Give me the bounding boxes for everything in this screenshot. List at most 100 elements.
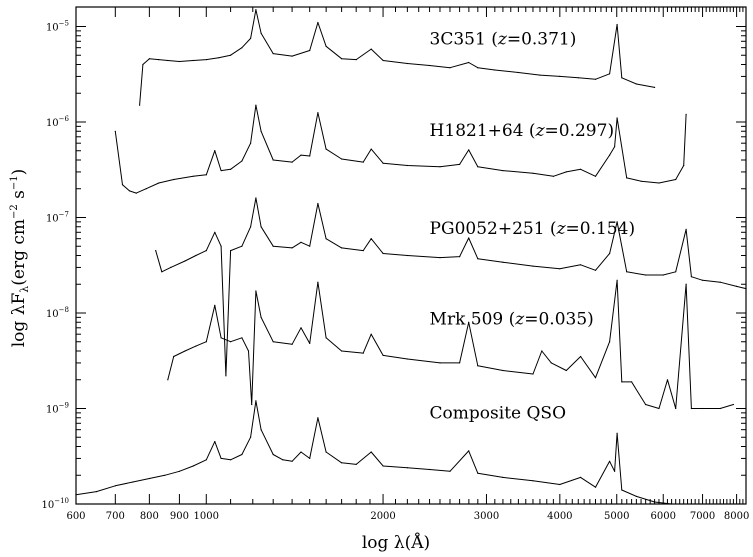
spectrum-point: [559, 483, 561, 486]
spectrum-point: [192, 175, 194, 177]
spectrum-point: [205, 341, 207, 343]
spectrum-point: [291, 460, 293, 462]
spectrum-point: [214, 304, 216, 306]
spectrum-point: [468, 321, 470, 323]
spectrum-point: [205, 250, 207, 252]
spectrum-point: [148, 477, 150, 480]
spectrum-point: [158, 59, 160, 61]
spectrum-point: [218, 57, 220, 59]
spectrum-point: [255, 197, 257, 199]
spectrum-point: [685, 228, 687, 230]
spectrum-point: [178, 60, 180, 63]
spectrum-point: [255, 104, 257, 106]
spectrum-point: [167, 59, 169, 62]
y-tick-label: 10−5: [46, 19, 69, 33]
spectrum-point: [594, 175, 597, 177]
spectrum-point: [260, 32, 262, 34]
spectrum-point: [621, 489, 623, 491]
spectrum-line-3: [167, 279, 734, 409]
x-tick-label: 800: [140, 511, 159, 522]
spectrum-point: [309, 457, 311, 459]
spectrum-point: [732, 403, 735, 406]
spectrum-point: [230, 54, 232, 56]
spectrum-point: [666, 379, 669, 381]
spectrum-point: [241, 453, 243, 456]
spectrum-point: [250, 436, 252, 438]
spectrum-point: [325, 45, 327, 47]
spectrum-point: [161, 271, 163, 273]
series-label: H1821+64 (z=0.297): [430, 121, 615, 141]
x-tick-label: 7000: [690, 511, 715, 522]
x-tick-label: 900: [170, 511, 189, 522]
spectrum-point: [214, 231, 216, 233]
spectrum-point: [439, 166, 441, 168]
spectrum-point: [580, 355, 582, 358]
spectrum-point: [635, 83, 638, 85]
spectrum-point: [178, 470, 180, 472]
spectrum-point: [439, 257, 441, 259]
spectrum-point: [449, 67, 451, 69]
spectrum-point: [291, 343, 293, 345]
spectrum-point: [552, 175, 555, 177]
spectrum-point: [539, 74, 541, 76]
spectrum-point: [477, 258, 479, 260]
series-label: PG0052+251 (z=0.154): [430, 219, 636, 239]
spectrum-point: [148, 58, 150, 60]
spectrum-point: [609, 341, 611, 343]
spectrum-point: [439, 362, 441, 364]
spectrum-point: [477, 67, 479, 69]
spectrum-point: [230, 168, 232, 170]
spectrum-point: [616, 117, 618, 119]
spectrum-point: [658, 407, 660, 410]
spectrum-point: [541, 350, 543, 352]
x-tick-label: 3000: [474, 511, 499, 522]
y-tick-label: 10−7: [46, 210, 69, 224]
spectrum-point: [565, 171, 567, 173]
spectrum-point: [195, 345, 197, 347]
spectrum-point: [635, 495, 638, 497]
spectrum-point: [225, 375, 227, 377]
spectrum-point: [325, 148, 327, 150]
spectrum-point: [517, 71, 520, 74]
spectrum-point: [609, 154, 611, 156]
y-tick-label: 10−10: [41, 497, 69, 511]
spectrum-point: [382, 59, 384, 62]
spectrum-point: [214, 150, 216, 152]
spectrum-point: [532, 480, 534, 482]
spectrum-point: [685, 113, 687, 115]
spectrum-point: [250, 37, 252, 40]
spectrum-point: [719, 407, 721, 410]
spectrum-point: [132, 481, 134, 483]
spectrum-point: [645, 403, 647, 406]
y-tick-label: 10−9: [46, 401, 69, 415]
spectrum-point: [145, 188, 147, 190]
spectrum-point: [406, 254, 408, 257]
spectrum-point: [317, 21, 319, 24]
spectrum-point: [609, 73, 611, 75]
spectrum-point: [250, 142, 252, 144]
spectrum-point: [205, 59, 207, 61]
spectrum-point: [251, 403, 253, 406]
spectrum-point: [300, 241, 302, 243]
spectrum-point: [241, 47, 243, 49]
x-tick-label: 4000: [547, 511, 572, 522]
spectrum-point: [565, 369, 567, 372]
spectrum-point: [621, 381, 623, 383]
spectrum-point: [184, 260, 186, 262]
spectrum-point: [382, 354, 384, 356]
y-axis-label: log λFλ(erg cm−2 s−1): [9, 169, 31, 348]
spectrum-point: [736, 285, 738, 287]
spectrum-point: [128, 190, 131, 192]
spectrum-point: [167, 379, 169, 381]
spectrum-point: [631, 381, 633, 383]
spectrum-point: [317, 417, 319, 419]
spectrum-point: [309, 155, 311, 157]
spectrum-line-2: [155, 197, 747, 377]
spectrum-point: [291, 247, 293, 249]
spectrum-point: [170, 266, 172, 268]
spectrum-point: [282, 459, 284, 461]
spectrum-point: [241, 337, 243, 339]
spectrum-point: [640, 180, 642, 182]
spectrum-point: [459, 362, 461, 364]
spectrum-point: [230, 341, 232, 343]
